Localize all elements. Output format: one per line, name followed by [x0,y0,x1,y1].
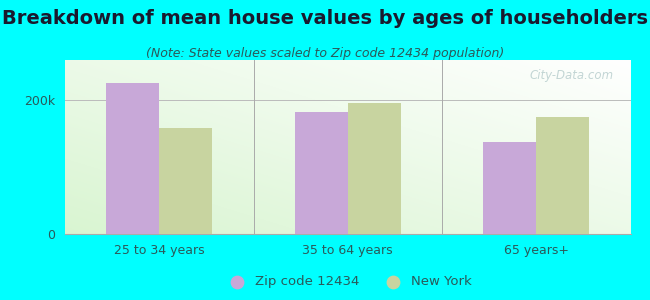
Bar [159,128,212,234]
Bar [536,117,589,234]
Legend: Zip code 12434, New York: Zip code 12434, New York [218,270,477,293]
Bar [107,83,159,234]
Bar [484,142,536,234]
Text: City-Data.com: City-Data.com [529,69,614,82]
Bar [348,103,400,234]
Text: Breakdown of mean house values by ages of householders: Breakdown of mean house values by ages o… [2,9,648,28]
Text: (Note: State values scaled to Zip code 12434 population): (Note: State values scaled to Zip code 1… [146,46,504,59]
Bar [295,112,348,234]
